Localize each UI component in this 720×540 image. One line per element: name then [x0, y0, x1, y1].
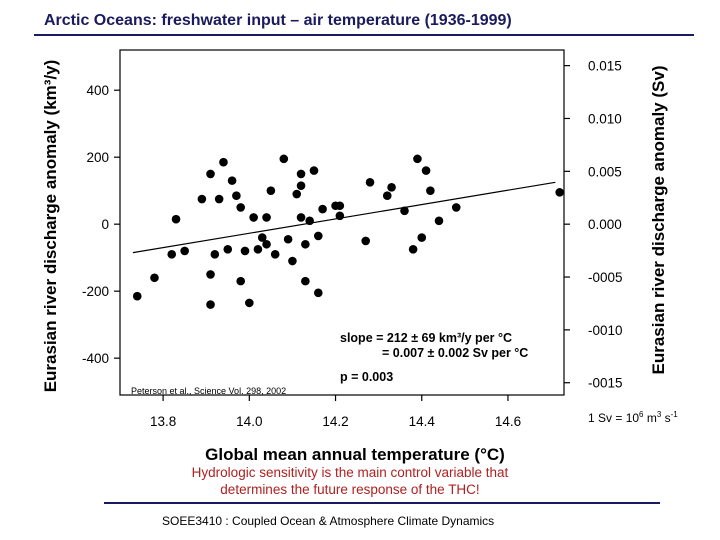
data-point [301, 239, 310, 249]
data-point [309, 166, 319, 175]
slope-annotation-1: slope = 212 ± 69 km³/y per °C [340, 331, 512, 345]
data-point [206, 270, 215, 279]
sv-note-exp: 6 [639, 410, 644, 419]
data-point [197, 194, 207, 204]
slope-annotation-2: = 0.007 ± 0.002 Sv per °C [382, 346, 528, 360]
data-point [434, 216, 444, 226]
y-tick-label: 400 [86, 83, 109, 98]
y-axis-ticks: -400 -200 0 200 400 [82, 83, 120, 366]
data-point [301, 276, 310, 286]
y-axis-label: Eurasian river discharge anomaly (km³/y) [41, 60, 60, 393]
footer-rule [104, 502, 660, 504]
y2-tick-label: 0.005 [588, 164, 622, 179]
data-point [210, 250, 220, 259]
data-point [262, 213, 271, 222]
data-point [313, 288, 323, 298]
data-point [421, 166, 431, 175]
x-tick-label: 14.2 [322, 414, 348, 429]
x-tick-label: 13.8 [150, 414, 176, 429]
data-point [361, 236, 371, 246]
y2-tick-label: 0.000 [588, 217, 622, 232]
x-tick-label: 14.6 [495, 414, 521, 429]
course-footer: SOEE3410 : Coupled Ocean & Atmosphere Cl… [162, 514, 495, 528]
data-point [365, 178, 375, 187]
data-point [245, 298, 254, 308]
slide-title: Arctic Oceans: freshwater input – air te… [44, 12, 512, 29]
y2-tick-label: 0.015 [588, 59, 622, 74]
data-point [382, 191, 392, 201]
sv-note-mid: m [643, 411, 657, 425]
x-tick-label: 14.4 [409, 414, 436, 429]
data-point [180, 246, 189, 256]
data-point [206, 300, 215, 309]
data-point [219, 157, 228, 167]
sv-note-exp2: 3 [656, 410, 662, 419]
data-point [408, 244, 418, 254]
y-tick-label: -200 [82, 284, 109, 299]
y-tick-label: 0 [101, 217, 109, 232]
sv-conversion-note: 1 Sv = 106 m3 s-1 [588, 410, 678, 425]
data-point [223, 244, 233, 254]
x-axis-label: Global mean annual temperature (°C) [205, 445, 505, 464]
data-point [266, 186, 276, 195]
x-axis-ticks: 13.8 14.0 14.2 14.4 14.6 [150, 395, 521, 429]
data-point [417, 233, 427, 242]
x-tick-label: 14.0 [236, 414, 262, 429]
data-point [206, 169, 215, 179]
data-point [318, 204, 327, 214]
data-point [296, 181, 306, 190]
data-point [283, 234, 293, 244]
trend-line [132, 181, 556, 254]
data-point [288, 256, 297, 266]
data-point [270, 250, 280, 259]
data-point [249, 213, 258, 222]
sv-note-prefix: 1 Sv = 10 [588, 411, 640, 425]
y2-tick-label: -0015 [588, 376, 623, 391]
y2-tick-label: -0010 [588, 323, 623, 338]
data-point [262, 239, 271, 249]
data-point [227, 176, 237, 185]
sv-note-exp3: -1 [670, 410, 678, 419]
data-point [171, 214, 181, 224]
y2-tick-label: -0005 [588, 270, 623, 285]
scatter-chart: -400 -200 0 200 400 0.015 0.010 0.005 0.000 -000… [41, 49, 668, 464]
plot-frame [119, 49, 565, 396]
y2-tick-label: 0.010 [588, 111, 622, 126]
data-point [214, 194, 224, 204]
sensitivity-line-2: determines the future response of the TH… [220, 482, 480, 497]
data-point [296, 169, 306, 179]
data-point [555, 188, 564, 197]
data-point [132, 291, 142, 301]
data-point [313, 231, 323, 241]
data-point [400, 206, 409, 216]
data-point [292, 189, 302, 199]
title-rule [34, 34, 694, 36]
y2-axis-label: Eurasian river discharge anomaly (Sv) [649, 66, 668, 375]
y2-axis-ticks: 0.015 0.010 0.005 0.000 -0005 -0010 -0015 [564, 59, 623, 391]
data-point [167, 250, 177, 259]
p-value-annotation: p = 0.003 [340, 370, 393, 384]
data-point [413, 154, 422, 164]
data-point [150, 273, 159, 283]
y-tick-label: 200 [86, 150, 109, 165]
data-point [253, 244, 263, 254]
sensitivity-note: Hydrologic sensitivity is the main contr… [130, 464, 570, 498]
data-point [335, 201, 345, 211]
data-point [236, 276, 245, 286]
data-point [240, 246, 250, 256]
data-point [257, 233, 267, 242]
plot-border [119, 49, 565, 396]
data-point [451, 203, 461, 212]
data-point [296, 213, 306, 222]
source-citation: Peterson et al., Science Vol. 298, 2002 [131, 386, 286, 396]
data-point [387, 183, 396, 192]
sv-note-mid2: s [661, 411, 671, 425]
data-point [279, 154, 289, 164]
data-point [232, 191, 241, 201]
data-point [236, 203, 245, 212]
y-tick-label: -400 [82, 351, 109, 366]
sensitivity-line-1: Hydrologic sensitivity is the main contr… [191, 465, 509, 480]
data-point [426, 186, 435, 195]
